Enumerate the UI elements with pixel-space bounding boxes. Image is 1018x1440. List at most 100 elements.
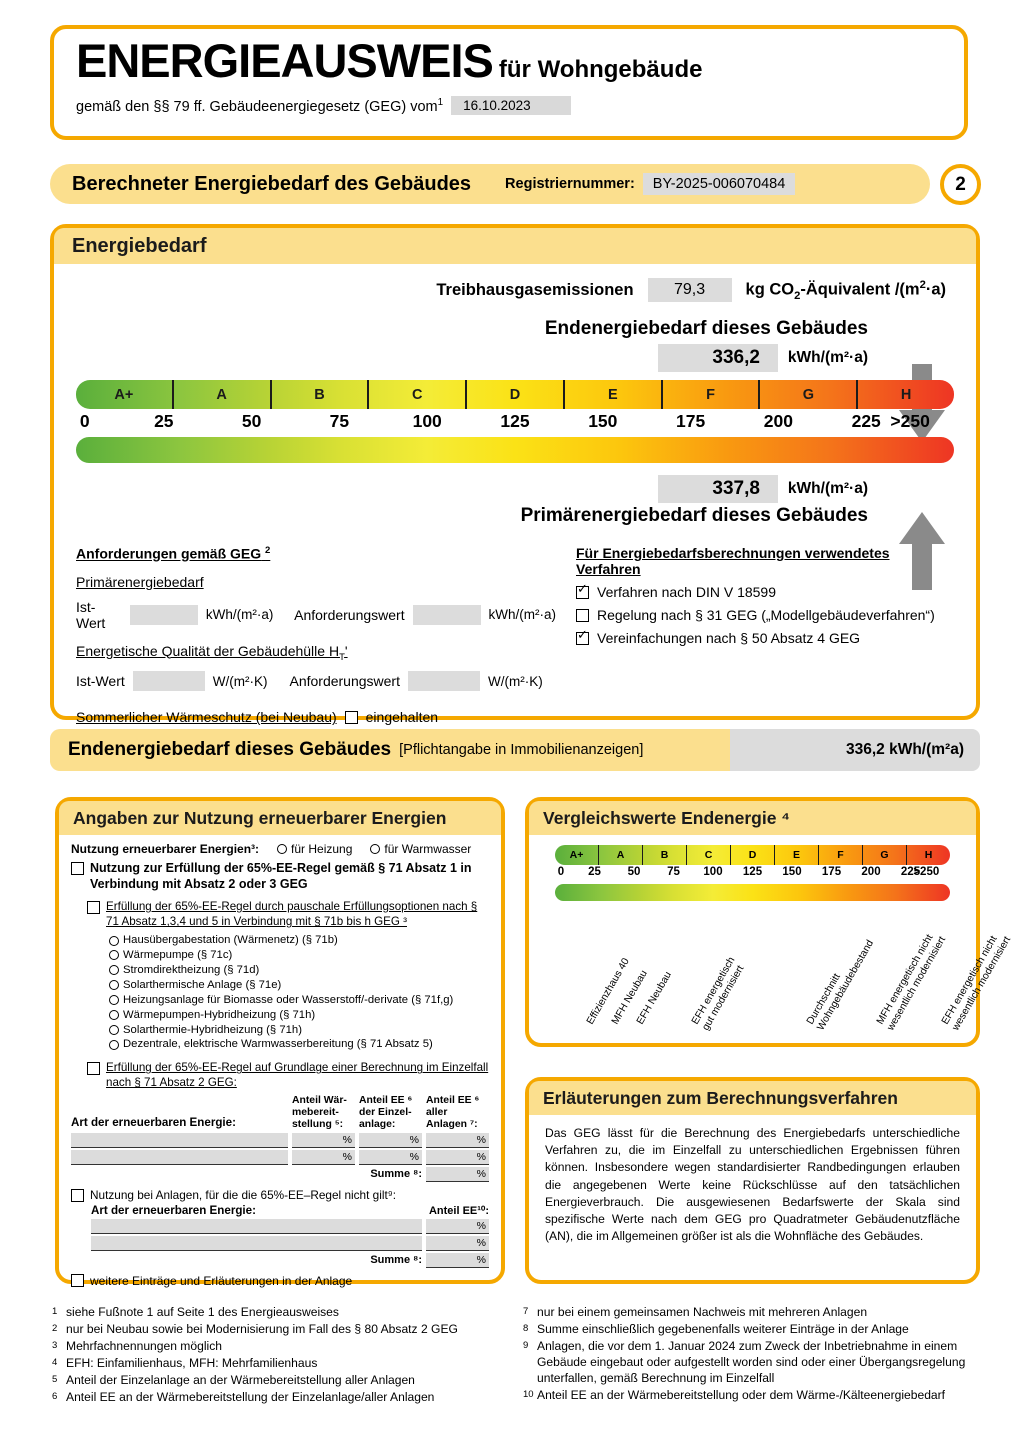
usage-heating-option[interactable]: für Heizung	[277, 842, 352, 856]
envelope-quality-subheading: Energetische Qualität der Gebäudehülle H…	[76, 642, 348, 663]
radio-icon[interactable]	[109, 1039, 119, 1050]
footnote-number: 8	[523, 1322, 529, 1334]
radio-icon[interactable]	[109, 980, 119, 991]
energy-class-g: G	[760, 380, 859, 409]
primary-energy-value[interactable]: 337,8	[657, 475, 778, 503]
renewable-option-5[interactable]: Heizungsanlage für Biomasse oder Wassers…	[109, 993, 489, 1008]
ee-all-cell[interactable]: %	[426, 1132, 489, 1148]
primary-energy-title: Primärenergiebedarf dieses Gebäudes	[520, 505, 868, 526]
method-checkbox-2[interactable]	[576, 609, 589, 622]
energy-class-a: A	[174, 380, 272, 409]
table-row[interactable]: % % %	[71, 1149, 489, 1165]
summer-heat-checkbox[interactable]	[344, 710, 358, 724]
weitere-eintraege-checkbox[interactable]	[71, 1274, 84, 1288]
nicht-gilt-checkbox[interactable]	[71, 1188, 84, 1202]
heat-share-cell[interactable]: %	[292, 1149, 355, 1165]
energy-type-cell-2[interactable]	[91, 1235, 422, 1251]
footnote-number: 10	[523, 1388, 534, 1400]
footnote: 10 Anteil EE an der Wärmebereitstellung o…	[523, 1388, 978, 1404]
greenhouse-gas-label: Treibhausgasemissionen	[436, 280, 634, 299]
renewable-option-4[interactable]: Solarthermische Anlage (§ 71e)	[109, 978, 489, 993]
section-header-bar: Berechneter Energiebedarf des Gebäudes R…	[50, 164, 930, 204]
renewable-energy-box: Angaben zur Nutzung erneuerbarer Energie…	[55, 797, 505, 1288]
registration-number-field[interactable]: BY-2025-006070484	[642, 173, 796, 195]
table-row[interactable]: % % %	[71, 1132, 489, 1148]
ist-wert-label-1: Ist-Wert	[76, 598, 106, 631]
renewable-option-3[interactable]: Stromdirektheizung (§ 71d)	[109, 963, 489, 978]
energy-type-cell[interactable]	[71, 1132, 288, 1148]
requirements-heading: Anforderungen gemäß GEG 2	[76, 545, 271, 562]
ee-10-cell[interactable]: %	[426, 1218, 489, 1234]
certificate-date-field[interactable]: 16.10.2023	[451, 96, 572, 115]
method-checkbox-1[interactable]	[576, 582, 589, 599]
final-energy-value[interactable]: 336,2	[657, 344, 778, 372]
radio-heating-icon[interactable]	[277, 844, 288, 854]
radio-hotwater-icon[interactable]	[370, 844, 381, 854]
registration-label: Registriernummer:	[505, 176, 635, 192]
arrow-up-icon	[899, 512, 945, 590]
summe-value-2[interactable]: %	[426, 1252, 489, 1268]
energy-scale: A+ A B C D E F G H 0 25 50 75 100 125 150 175 200 225 >250	[76, 380, 954, 463]
col-header-ee-single: Anteil EE ⁶ der Einzel- anlage:	[359, 1094, 413, 1130]
comparison-class-e: E	[775, 845, 819, 865]
energy-type-cell[interactable]	[71, 1149, 288, 1165]
summe-value-1[interactable]: %	[426, 1166, 489, 1182]
scale-tick: 0	[79, 411, 90, 431]
pauschale-label: Erfüllung der 65%-EE-Regel durch pauscha…	[106, 900, 478, 929]
footnote-number: 9	[523, 1339, 529, 1351]
comparison-scale-classes: A+ A B C D E F G H	[555, 845, 950, 865]
anforderungswert-field-2[interactable]	[408, 671, 480, 692]
footnote: 6 Anteil EE an der Wärmebereitstellung de…	[52, 1390, 507, 1406]
renewable-option-label: Dezentrale, elektrische Warmwasserbereit…	[123, 1038, 433, 1051]
renewable-option-6[interactable]: Wärmepumpen-Hybridheizung (§ 71h)	[109, 1008, 489, 1023]
scale-tick: 200	[763, 411, 793, 431]
comparison-tick: 200	[861, 866, 881, 878]
radio-icon[interactable]	[109, 950, 119, 961]
title-box: ENERGIEAUSWEIS für Wohngebäude gemäß den …	[50, 25, 968, 140]
banner-value[interactable]: 336,2 kWh/(m²a)	[730, 729, 980, 771]
comparison-class-aplus: A+	[555, 845, 599, 865]
radio-icon[interactable]	[109, 1025, 119, 1036]
energy-type-cell-2[interactable]	[91, 1218, 422, 1234]
ee-single-cell[interactable]: %	[359, 1149, 422, 1165]
scale-tick: 225	[851, 411, 881, 431]
radio-icon[interactable]	[109, 1010, 119, 1021]
radio-icon[interactable]	[109, 935, 119, 946]
method-checkbox-3[interactable]	[576, 628, 589, 645]
ee-single-cell[interactable]: %	[359, 1132, 422, 1148]
scale-tick: 150	[588, 411, 618, 431]
footnote-number: 4	[52, 1356, 58, 1368]
renewable-option-1[interactable]: Hausübergabestation (Wärmenetz) (§ 71b)	[109, 933, 489, 948]
renewable-option-2[interactable]: Wärmepumpe (§ 71c)	[109, 948, 489, 963]
energy-scale-classes: A+ A B C D E F G H	[76, 380, 954, 409]
ist-wert-field-1[interactable]	[129, 604, 198, 625]
renewable-option-label: Wärmepumpe (§ 71c)	[123, 949, 233, 962]
ist-wert-field-2[interactable]	[132, 671, 205, 692]
table-row[interactable]: %	[91, 1218, 489, 1234]
radio-icon[interactable]	[109, 995, 119, 1006]
explanation-heading: Erläuterungen zum Berechnungsverfahren	[529, 1081, 976, 1115]
renewable-option-8[interactable]: Dezentrale, elektrische Warmwasserbereit…	[109, 1037, 489, 1052]
ist-wert-unit-2: W/(m²·K)	[212, 673, 268, 689]
usage-hotwater-option[interactable]: für Warmwasser	[370, 842, 471, 856]
method-option-2[interactable]: Regelung nach § 31 GEG („Modellgebäudeve…	[576, 607, 954, 623]
greenhouse-gas-row: Treibhausgasemissionen 79,3 kg CO2-Äquiv…	[54, 278, 976, 302]
method-option-3[interactable]: Vereinfachungen nach § 50 Absatz 4 GEG	[576, 628, 954, 646]
heat-share-cell[interactable]: %	[292, 1132, 355, 1148]
einzelfall-checkbox[interactable]	[87, 1062, 100, 1076]
renewable-option-7[interactable]: Solarthermie-Hybridheizung (§ 71h)	[109, 1023, 489, 1038]
main-65ee-checkbox[interactable]	[71, 862, 84, 875]
pauschale-checkbox[interactable]	[87, 901, 100, 914]
greenhouse-gas-unit: kg CO2-Äquivalent /(m2·a)	[745, 278, 946, 302]
method-label-3: Vereinfachungen nach § 50 Absatz 4 GEG	[597, 630, 861, 646]
table-row[interactable]: %	[91, 1235, 489, 1251]
method-option-1[interactable]: Verfahren nach DIN V 18599	[576, 582, 954, 600]
ee-all-cell[interactable]: %	[426, 1149, 489, 1165]
radio-icon[interactable]	[109, 965, 119, 976]
greenhouse-gas-value[interactable]: 79,3	[647, 278, 732, 302]
explanation-box: Erläuterungen zum Berechnungsverfahren D…	[525, 1077, 980, 1284]
final-energy-banner: Endenergiebedarf dieses Gebäudes [Pflich…	[50, 729, 980, 771]
anforderungswert-field-1[interactable]	[412, 604, 481, 625]
einzelfall-label: Erfüllung der 65%-EE-Regel auf Grundlage…	[106, 1061, 489, 1090]
ee-10-cell[interactable]: %	[426, 1235, 489, 1251]
